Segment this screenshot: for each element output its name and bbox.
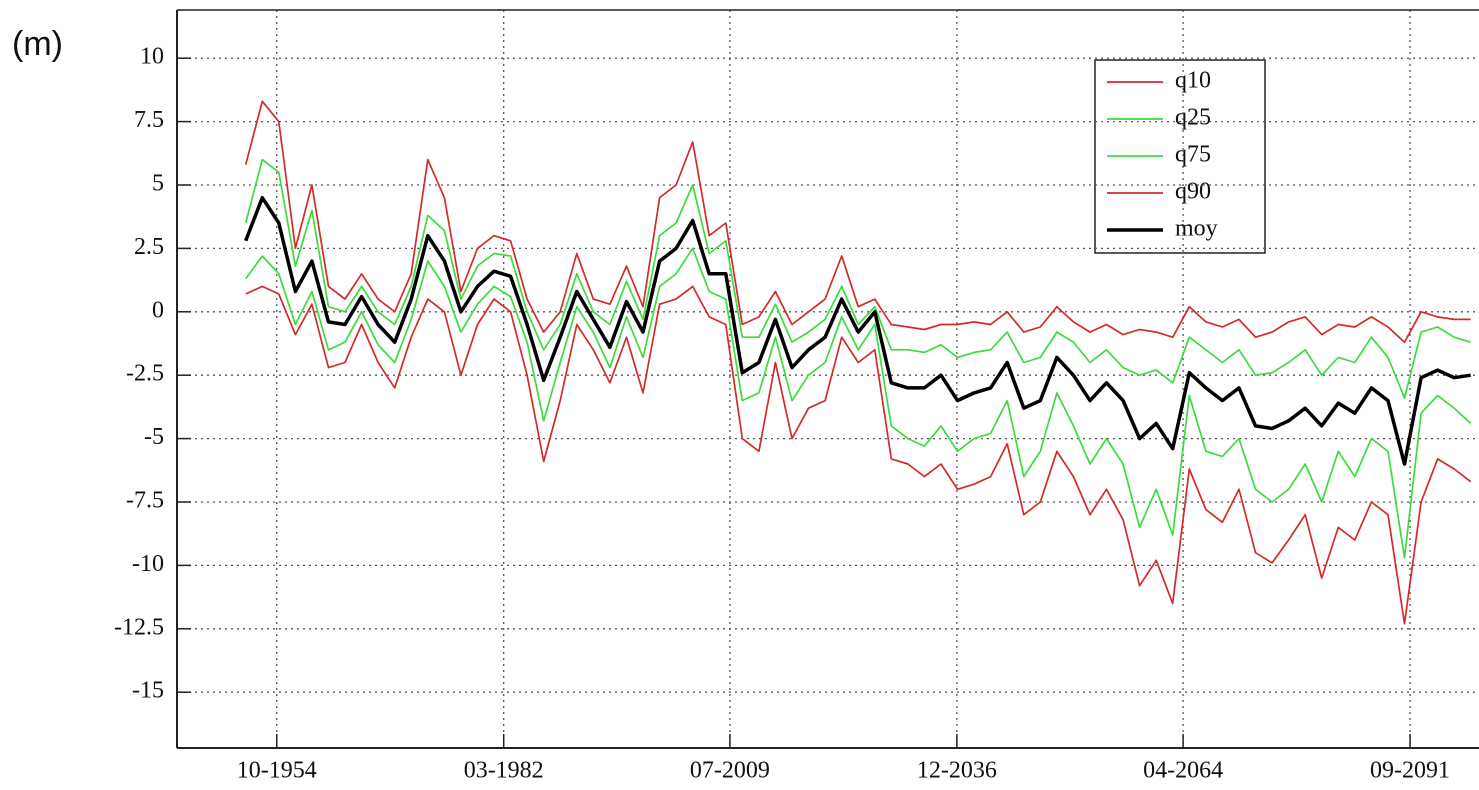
legend-label: q75 bbox=[1175, 142, 1211, 168]
series-line bbox=[244, 100, 1471, 344]
y-tick-label: 7.5 bbox=[134, 107, 164, 133]
legend-label: moy bbox=[1175, 216, 1218, 242]
y-tick-label: 10 bbox=[140, 44, 164, 70]
x-tick-label: 10-1954 bbox=[237, 758, 317, 784]
y-tick-label: -12.5 bbox=[114, 614, 164, 640]
y-tick-label: 0 bbox=[152, 297, 164, 323]
legend-label: q25 bbox=[1175, 105, 1211, 131]
series-line bbox=[244, 158, 1471, 399]
series-line bbox=[245, 247, 1472, 559]
legend-label: q10 bbox=[1175, 68, 1211, 94]
series-line bbox=[245, 285, 1472, 625]
y-tick-label: -5 bbox=[144, 424, 164, 450]
y-tick-label: -15 bbox=[132, 678, 164, 704]
y-tick-label: 5 bbox=[152, 170, 164, 196]
legend: q10 q25 q75 q90 moy bbox=[1094, 59, 1266, 254]
x-tick-label: 03-1982 bbox=[464, 758, 544, 784]
x-tick-label: 07-2009 bbox=[690, 758, 770, 784]
legend-label: q90 bbox=[1175, 179, 1211, 205]
y-tick-label: 2.5 bbox=[134, 234, 164, 260]
y-tick-label: -7.5 bbox=[126, 488, 164, 514]
x-tick-label: 09-2091 bbox=[1370, 758, 1450, 784]
y-axis-label: (m) bbox=[12, 25, 63, 63]
y-tick-label: -10 bbox=[132, 551, 164, 577]
y-tick-label: -2.5 bbox=[126, 361, 164, 387]
x-tick-label: 12-2036 bbox=[917, 758, 997, 784]
series-line bbox=[244, 195, 1471, 466]
x-tick-label: 04-2064 bbox=[1143, 758, 1223, 784]
